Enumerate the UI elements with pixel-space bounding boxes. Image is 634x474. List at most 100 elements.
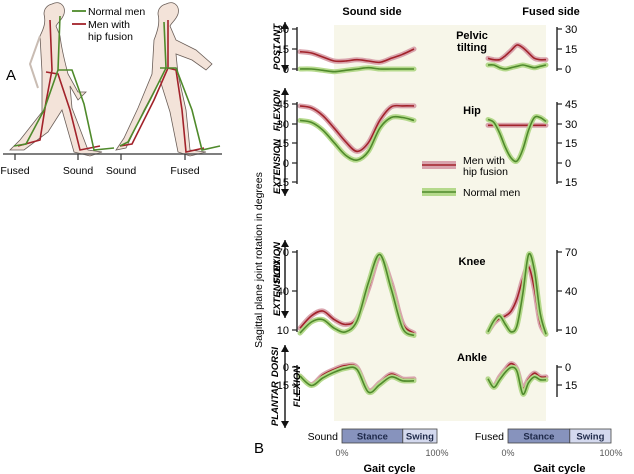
arrow-up-icon	[281, 345, 289, 352]
plot-knee-sound	[297, 252, 417, 338]
joint-title: Ankle	[457, 352, 487, 364]
swing-segment	[402, 428, 438, 444]
y-tick-label: 15	[565, 177, 577, 189]
plot-ankle-sound	[297, 362, 417, 396]
gait-bar-sound: Sound Stance Swing 0% 100% Gait cycle	[308, 428, 449, 474]
y-tick-label: 0	[565, 158, 571, 170]
y-tick-label: 10	[565, 325, 577, 337]
y-tick-label: 40	[565, 286, 577, 298]
ground-label: Fused	[170, 165, 199, 177]
direction-label-top: ANT	[272, 23, 283, 45]
walker-figure-1	[9, 2, 103, 157]
column-title-sound: Sound side	[342, 6, 401, 18]
swing-label: Swing	[576, 432, 604, 443]
y-tick-label: 0	[283, 158, 289, 170]
gait-start-label: 0%	[501, 448, 514, 458]
arrow-up-icon	[281, 22, 289, 29]
gait-side-label: Sound	[308, 431, 339, 443]
y-tick-label: 45	[277, 99, 289, 111]
y-axis-title: Sagittal plane joint rotation in degrees	[253, 172, 265, 348]
y-tick-label: 40	[277, 286, 289, 298]
plot-background	[334, 25, 546, 421]
swing-label: Swing	[406, 432, 434, 443]
y-tick-label: 70	[565, 247, 577, 259]
arrow-down-icon	[281, 65, 289, 72]
plot-ankle-fused	[485, 361, 549, 397]
direction-label-top: FLEXION	[272, 89, 283, 131]
gait-bar-fused: Fused Stance Swing 0% 100% Gait cycle	[475, 428, 623, 474]
joint-title: Hip	[463, 105, 481, 117]
y-tick-label: 0	[565, 64, 571, 76]
direction-label-top: DORSI	[270, 347, 281, 377]
normal-line	[487, 252, 547, 335]
gait-cycle-label: Gait cycle	[364, 463, 416, 474]
panel-b: Sound side Fused side Sagittal plane joi…	[253, 6, 623, 474]
gait-cycle-label: Gait cycle	[534, 463, 586, 474]
y-tick-label: 70	[277, 247, 289, 259]
swing-segment	[569, 428, 612, 444]
fusion-line	[487, 44, 547, 61]
gait-start-label: 0%	[335, 448, 348, 458]
y-tick-label: 10	[277, 325, 289, 337]
arrow-up-icon	[281, 88, 289, 95]
normal-line	[487, 366, 547, 396]
normal-skeleton-2	[119, 21, 167, 147]
y-tick-label: 15	[565, 138, 577, 150]
legend-b-fusion-line2: hip fusion	[463, 166, 508, 178]
stance-label: Stance	[523, 432, 554, 443]
normal-line	[299, 253, 415, 337]
gait-side-label: Fused	[475, 431, 504, 443]
column-title-fused: Fused side	[522, 6, 579, 18]
y-tick-label: 0	[565, 362, 571, 374]
gait-end-label: 100%	[599, 448, 622, 458]
direction-label-bottom: EXTENSION	[272, 138, 283, 194]
ground-label: Sound	[106, 165, 137, 177]
normal-line	[299, 115, 415, 161]
ground-label: Sound	[63, 165, 94, 177]
arrow-down-icon	[281, 311, 289, 318]
plot-pelvic-tilting-fused	[485, 42, 549, 72]
y-tick-label: 30	[277, 119, 289, 131]
normal-line	[487, 115, 547, 163]
y-tick-label: 15	[277, 138, 289, 150]
direction-label-bottom: EXTENSION	[272, 260, 283, 316]
ground-label: Fused	[0, 165, 29, 177]
arrow-down-icon	[281, 421, 289, 428]
normal-skeleton-1	[13, 15, 61, 147]
normal-line	[299, 366, 415, 394]
y-tick-label: 15	[277, 177, 289, 189]
normal-line	[487, 64, 547, 70]
panel-a-label: A	[6, 67, 16, 84]
y-tick-label: 45	[565, 99, 577, 111]
joint-title: tilting	[457, 42, 487, 54]
plot-knee-fused	[485, 251, 549, 337]
panel-a: A Fused Sound Sound Fused Normal men	[0, 2, 222, 177]
panel-b-label: B	[254, 440, 264, 457]
stance-label: Stance	[357, 432, 388, 443]
direction-label-bottom: PLANTAR	[270, 381, 281, 426]
plot-hip-sound	[297, 103, 417, 163]
y-tick-label: 30	[565, 119, 577, 131]
y-tick-label: 15	[277, 44, 289, 56]
y-tick-label: 30	[565, 24, 577, 36]
joint-title: Knee	[459, 256, 486, 268]
arrow-down-icon	[281, 189, 289, 196]
arrow-up-icon	[281, 240, 289, 247]
fusion-skeleton-2	[119, 20, 169, 147]
normal-line	[299, 66, 414, 73]
legend-fusion-label-line2: hip fusion	[88, 31, 133, 43]
legend-normal-label: Normal men	[88, 6, 145, 18]
joint-title: Pelvic	[456, 30, 488, 42]
plot-pelvic-tilting-sound	[297, 46, 417, 75]
y-tick-label: 15	[565, 44, 577, 56]
legend-b-fusion-line1: Men with	[463, 155, 505, 167]
y-tick-label: 15	[277, 380, 289, 392]
y-tick-label: 0	[283, 362, 289, 374]
direction-label-top: FLEXION	[272, 241, 283, 283]
fusion-line	[299, 104, 415, 153]
gait-end-label: 100%	[425, 448, 448, 458]
plot-hip-fused	[485, 113, 549, 164]
legend-b-normal-label: Normal men	[463, 187, 520, 199]
direction-label-axis: FLEXION	[292, 365, 303, 407]
